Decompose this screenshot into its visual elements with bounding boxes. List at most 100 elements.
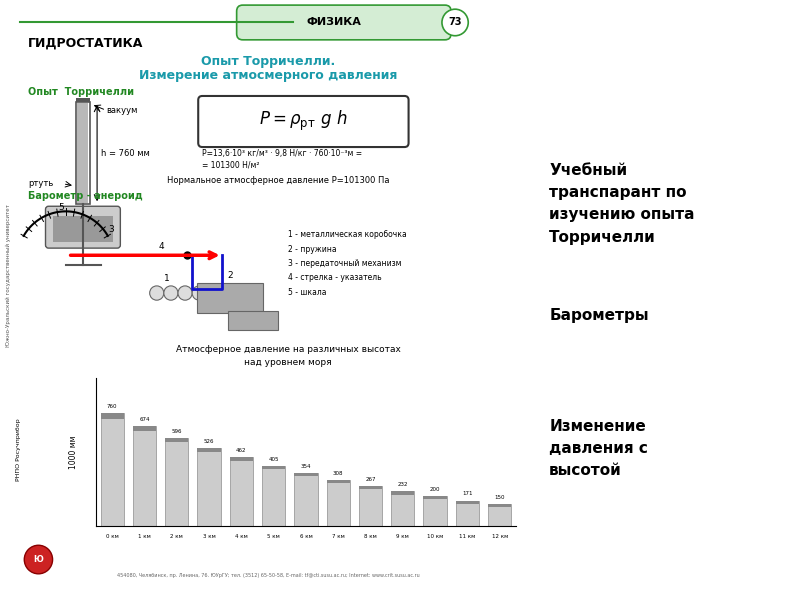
- FancyBboxPatch shape: [46, 206, 120, 248]
- Text: Измерение атмосмерного давления: Измерение атмосмерного давления: [139, 69, 397, 82]
- Bar: [227, 311, 278, 330]
- Text: 3: 3: [108, 225, 114, 234]
- Text: Опыт Торричелли.: Опыт Торричелли.: [201, 55, 335, 68]
- Text: 150: 150: [494, 494, 505, 500]
- Bar: [456, 500, 479, 503]
- Text: 1: 1: [164, 274, 170, 283]
- Text: вакуум: вакуум: [106, 106, 138, 115]
- Text: ГИДРОСТАТИКА: ГИДРОСТАТИКА: [28, 37, 144, 49]
- Text: 171: 171: [462, 491, 473, 496]
- Bar: [423, 496, 446, 499]
- Bar: [76, 98, 90, 102]
- Text: над уровнем моря: над уровнем моря: [245, 358, 332, 367]
- Text: ФИЗИКА: ФИЗИКА: [306, 17, 361, 28]
- Text: 5 км: 5 км: [267, 534, 280, 539]
- Text: 674: 674: [139, 417, 150, 422]
- Text: 12 км: 12 км: [491, 534, 508, 539]
- Text: РНПО Росучприбор: РНПО Росучприбор: [16, 418, 21, 481]
- Text: 73: 73: [448, 17, 462, 28]
- Bar: [198, 448, 221, 452]
- Text: $P = \rho_{\rm рт}\ g\ h$: $P = \rho_{\rm рт}\ g\ h$: [259, 109, 348, 133]
- Bar: [391, 491, 414, 494]
- Bar: [133, 426, 156, 526]
- Circle shape: [164, 286, 178, 300]
- Bar: [326, 480, 350, 484]
- Text: 2 - пружина: 2 - пружина: [288, 245, 337, 254]
- Bar: [488, 503, 511, 506]
- FancyBboxPatch shape: [237, 5, 451, 40]
- Text: 405: 405: [268, 457, 279, 462]
- Bar: [101, 413, 124, 526]
- Text: = 101300 Н/м²: = 101300 Н/м²: [202, 161, 260, 170]
- Bar: [198, 448, 221, 526]
- Text: Учебный
транспарант по
изучению опыта
Торричелли: Учебный транспарант по изучению опыта То…: [550, 163, 694, 245]
- Bar: [262, 466, 286, 526]
- Text: 1 км: 1 км: [138, 534, 151, 539]
- Text: 3 км: 3 км: [202, 534, 215, 539]
- Text: Изменение
давления с
высотой: Изменение давления с высотой: [550, 419, 648, 478]
- Text: 11 км: 11 км: [459, 534, 475, 539]
- Text: 267: 267: [366, 477, 376, 482]
- Text: 1000 мм: 1000 мм: [70, 435, 78, 469]
- Bar: [101, 413, 124, 419]
- Text: Опыт  Торричелли: Опыт Торричелли: [28, 87, 134, 97]
- Text: 5 - шкала: 5 - шкала: [288, 287, 326, 296]
- Text: Барометр - анероид: Барометр - анероид: [28, 191, 143, 201]
- Text: 10 км: 10 км: [427, 534, 443, 539]
- Bar: [165, 437, 189, 442]
- Text: 4: 4: [159, 242, 165, 251]
- Bar: [391, 491, 414, 526]
- Text: P=13,6·10³ кг/м³ · 9,8 Н/кг · 760·10⁻³м =: P=13,6·10³ кг/м³ · 9,8 Н/кг · 760·10⁻³м …: [202, 149, 362, 158]
- Bar: [456, 500, 479, 526]
- Text: 2: 2: [227, 271, 233, 280]
- Text: 596: 596: [171, 428, 182, 434]
- Text: 462: 462: [236, 448, 246, 454]
- Text: Ю: Ю: [34, 555, 43, 564]
- Text: 4 - стрелка - указатель: 4 - стрелка - указатель: [288, 273, 382, 282]
- Bar: [294, 473, 318, 476]
- Text: Барометры: Барометры: [550, 308, 649, 323]
- Bar: [488, 503, 511, 526]
- Circle shape: [150, 286, 164, 300]
- Text: h = 760 мм: h = 760 мм: [101, 149, 150, 158]
- Bar: [78, 103, 89, 203]
- Text: 0 км: 0 км: [106, 534, 118, 539]
- Bar: [165, 437, 189, 526]
- Text: 232: 232: [398, 482, 408, 487]
- Bar: [230, 457, 253, 526]
- Bar: [230, 457, 253, 461]
- Text: 526: 526: [204, 439, 214, 444]
- Text: 8 км: 8 км: [364, 534, 377, 539]
- Bar: [76, 102, 90, 204]
- Text: Нормальное атмосферное давление Р=101300 Па: Нормальное атмосферное давление Р=101300…: [167, 176, 390, 185]
- Circle shape: [442, 9, 468, 36]
- Bar: [133, 426, 156, 431]
- Text: 308: 308: [333, 471, 343, 476]
- Bar: [359, 487, 382, 526]
- Text: 4 км: 4 км: [235, 534, 248, 539]
- FancyBboxPatch shape: [198, 96, 409, 147]
- Text: Южно-Уральский государственный университет: Южно-Уральский государственный университ…: [6, 204, 10, 347]
- Text: Атмосферное давление на различных высотах: Атмосферное давление на различных высота…: [176, 344, 401, 353]
- Circle shape: [206, 286, 221, 300]
- Text: 1 - металлическая коробочка: 1 - металлическая коробочка: [288, 230, 407, 239]
- Text: 454080, Челябинск, пр. Ленина, 76. ЮУрГУ; тел. (3512) 65-50-58, E-mail: tf@cti.s: 454080, Челябинск, пр. Ленина, 76. ЮУрГУ…: [117, 574, 419, 578]
- Text: ртуть: ртуть: [28, 179, 54, 188]
- Text: 5: 5: [58, 203, 63, 212]
- Text: 354: 354: [301, 464, 311, 469]
- Circle shape: [178, 286, 192, 300]
- Bar: [262, 466, 286, 469]
- Bar: [423, 496, 446, 526]
- Text: 6 км: 6 км: [299, 534, 312, 539]
- Bar: [359, 487, 382, 490]
- Bar: [326, 480, 350, 526]
- Circle shape: [24, 545, 53, 574]
- Text: 3 - передаточный механизм: 3 - передаточный механизм: [288, 259, 402, 268]
- Text: 760: 760: [107, 404, 118, 409]
- Text: 200: 200: [430, 487, 440, 492]
- Bar: [294, 473, 318, 526]
- Text: 2 км: 2 км: [170, 534, 183, 539]
- Text: 7 км: 7 км: [332, 534, 345, 539]
- Bar: [198, 283, 263, 313]
- Text: 9 км: 9 км: [397, 534, 409, 539]
